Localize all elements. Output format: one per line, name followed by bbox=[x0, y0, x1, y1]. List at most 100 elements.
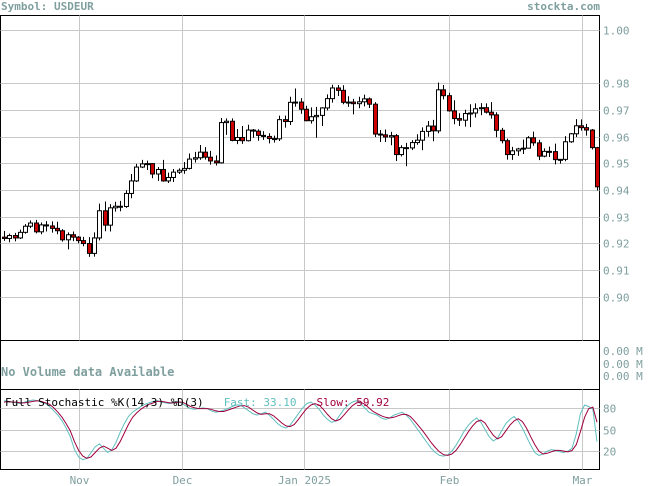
candle-body bbox=[436, 89, 441, 132]
candle-body bbox=[267, 135, 272, 140]
candle-body bbox=[579, 125, 584, 129]
candle-body bbox=[383, 134, 388, 138]
candle-body bbox=[330, 87, 335, 100]
candle-body bbox=[521, 147, 526, 150]
stoch-line-slow bbox=[3, 400, 598, 459]
candle-body bbox=[457, 118, 462, 121]
candle-body bbox=[558, 158, 563, 161]
candle-body bbox=[150, 163, 155, 175]
candle-body bbox=[140, 163, 145, 168]
candle-body bbox=[161, 168, 166, 182]
price-tick-label: 0.93 bbox=[603, 212, 630, 225]
candle-body bbox=[124, 192, 129, 208]
candle-body bbox=[198, 151, 203, 159]
candle-body bbox=[219, 122, 224, 164]
candle-body bbox=[103, 210, 108, 226]
price-tick-label: 1.00 bbox=[603, 25, 630, 38]
candle-body bbox=[394, 135, 399, 156]
candle-body bbox=[246, 129, 251, 142]
candle-body bbox=[479, 107, 484, 110]
candle-body bbox=[288, 101, 293, 123]
x-tick-label: Mar bbox=[573, 474, 593, 486]
stoch-line-fast bbox=[3, 399, 598, 461]
candle-body bbox=[272, 138, 277, 141]
candle-body bbox=[2, 236, 7, 239]
candle-body bbox=[510, 150, 515, 156]
candle-body bbox=[304, 108, 309, 122]
candle-body bbox=[97, 210, 102, 239]
slow-label: Slow: 59.92 bbox=[316, 396, 390, 409]
candle-body bbox=[447, 95, 452, 112]
candle-body bbox=[547, 150, 552, 153]
panel-frame-1 bbox=[0, 15, 600, 341]
candle-body bbox=[23, 225, 28, 233]
volume-tick-label: 0.00 M bbox=[603, 358, 643, 371]
candle-body bbox=[13, 235, 18, 239]
candle-body bbox=[505, 140, 510, 156]
candle-body bbox=[574, 125, 579, 135]
price-tick-label: 0.92 bbox=[603, 238, 630, 251]
x-tick-label: Nov bbox=[70, 474, 90, 486]
candle-body bbox=[341, 89, 346, 103]
panel-frame-2 bbox=[0, 340, 600, 390]
candle-body bbox=[50, 225, 55, 229]
candle-body bbox=[325, 98, 330, 109]
candle-body bbox=[563, 141, 568, 160]
candle-body bbox=[426, 125, 431, 132]
candle-body bbox=[336, 87, 341, 91]
candle-body bbox=[452, 110, 457, 120]
candle-body bbox=[235, 137, 240, 141]
candle-body bbox=[60, 230, 65, 241]
price-tick-label: 0.96 bbox=[603, 132, 630, 145]
stoch-tick-label: 20 bbox=[603, 446, 616, 459]
price-tick-label: 0.98 bbox=[603, 78, 630, 91]
candle-body bbox=[171, 171, 176, 178]
candle-body bbox=[537, 142, 542, 157]
x-tick-label: Dec bbox=[173, 474, 193, 486]
volume-tick-label: 0.00 M bbox=[603, 370, 643, 383]
candle-body bbox=[351, 101, 356, 105]
candle-body bbox=[489, 111, 494, 116]
candle-body bbox=[44, 224, 49, 227]
candle-body bbox=[590, 129, 595, 149]
candle-body bbox=[373, 103, 378, 135]
candle-body bbox=[569, 133, 574, 143]
candle-body bbox=[34, 222, 39, 233]
candle-body bbox=[92, 237, 97, 254]
candle-body bbox=[261, 134, 266, 137]
candle-body bbox=[76, 236, 81, 242]
candle-body bbox=[145, 163, 150, 166]
stoch-tick-label: 50 bbox=[603, 425, 616, 438]
candle-body bbox=[494, 114, 499, 131]
candle-body bbox=[134, 166, 139, 182]
site-brand[interactable]: stockta.com bbox=[527, 0, 600, 13]
candle-body bbox=[346, 101, 351, 104]
price-tick-label: 0.90 bbox=[603, 292, 630, 305]
candle-body bbox=[526, 137, 531, 149]
stoch-tick-label: 80 bbox=[603, 403, 616, 416]
stochastic-title: Full Stochastic %K(14,3) %D(3) bbox=[5, 396, 204, 409]
candle-body bbox=[441, 89, 446, 97]
candle-body bbox=[431, 125, 436, 132]
price-tick-label: 0.94 bbox=[603, 185, 630, 198]
fast-label: Fast: 33.10 bbox=[223, 396, 297, 409]
candle-body bbox=[108, 207, 113, 226]
candle-body bbox=[129, 180, 134, 194]
candle-body bbox=[542, 150, 547, 157]
candle-body bbox=[357, 101, 362, 105]
candle-body bbox=[314, 114, 319, 118]
symbol-label: Symbol: USDEUR bbox=[1, 0, 94, 13]
candle-body bbox=[399, 147, 404, 156]
candle-body bbox=[595, 147, 600, 188]
candle-body bbox=[473, 108, 478, 114]
candle-body bbox=[251, 129, 256, 132]
candle-body bbox=[118, 205, 123, 208]
candle-body bbox=[410, 142, 415, 149]
candle-body bbox=[182, 167, 187, 171]
candle-body bbox=[87, 243, 92, 254]
panel-frame-3 bbox=[0, 389, 600, 470]
price-tick-label: 0.97 bbox=[603, 105, 630, 118]
candle-body bbox=[193, 157, 198, 160]
